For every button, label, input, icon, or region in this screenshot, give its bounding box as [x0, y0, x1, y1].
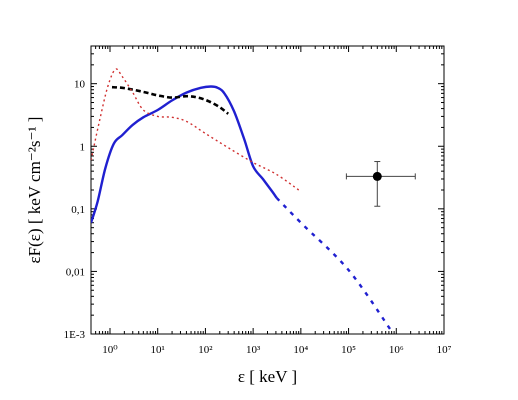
y-axis-label: εF(ε) [ keV cm⁻²s⁻¹ ]	[25, 117, 44, 264]
y-tick-label: 10	[74, 79, 86, 91]
series-line-0	[91, 85, 278, 224]
error-point-layer	[345, 161, 416, 207]
series-line-2	[111, 85, 230, 115]
x-tick-label: 10⁷	[437, 344, 452, 356]
x-tick-label: 10²	[198, 344, 213, 356]
x-axis-label: ε [ keV ]	[238, 367, 297, 386]
x-tick-label: 10⁵	[341, 344, 356, 356]
y-tick-label: 1E-3	[64, 329, 86, 341]
series-line-3	[91, 68, 300, 191]
x-tick-label: 10¹	[151, 344, 165, 356]
x-tick-label: 10⁶	[389, 344, 404, 356]
y-tick-label: 1	[80, 141, 86, 153]
series-line-1	[275, 196, 393, 333]
x-tick-label: 10⁰	[102, 344, 118, 356]
chart-frame-layer	[90, 45, 445, 335]
x-tick-label: 10⁴	[293, 344, 308, 356]
tick-layer: 10⁰ 10¹ 10² 10³ 10⁴ 10⁵ 10⁶ 10⁷ 1E-3 0,01 0,1 1 10	[64, 46, 452, 356]
y-tick-label: 0,1	[71, 204, 85, 216]
x-tick-label: 10³	[246, 344, 261, 356]
series-layer	[91, 68, 393, 333]
plot-frame	[90, 45, 445, 335]
data-point-marker	[372, 171, 382, 181]
y-tick-label: 0,01	[66, 266, 85, 278]
